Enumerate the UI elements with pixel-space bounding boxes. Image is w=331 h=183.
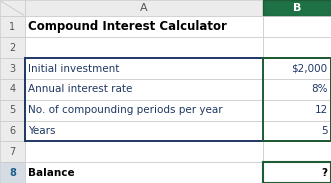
Bar — [0, 121, 25, 141]
Text: No. of compounding periods per year: No. of compounding periods per year — [28, 105, 223, 115]
Bar — [0, 141, 25, 162]
Text: 7: 7 — [9, 147, 16, 157]
Bar — [263, 79, 331, 100]
Text: 4: 4 — [9, 84, 16, 94]
Text: 8: 8 — [9, 168, 16, 178]
Bar — [263, 0, 331, 16]
Bar — [263, 58, 331, 79]
Text: 5: 5 — [321, 126, 328, 136]
Bar — [0, 16, 25, 37]
Text: Balance: Balance — [28, 168, 75, 178]
Text: B: B — [293, 3, 301, 13]
Bar — [263, 37, 331, 58]
Bar — [25, 16, 263, 37]
Text: A: A — [140, 3, 148, 13]
Bar — [263, 162, 331, 183]
Bar — [25, 162, 263, 183]
Bar — [0, 162, 25, 183]
Bar — [0, 100, 25, 121]
Bar — [263, 16, 331, 37]
Bar — [0, 79, 25, 100]
Text: 5: 5 — [9, 105, 16, 115]
Bar — [263, 141, 331, 162]
Bar — [25, 58, 331, 141]
Bar — [25, 58, 263, 79]
Bar — [25, 141, 263, 162]
Text: Years: Years — [28, 126, 56, 136]
Text: 3: 3 — [9, 64, 16, 74]
Text: $2,000: $2,000 — [292, 64, 328, 74]
Bar — [25, 100, 263, 121]
Bar — [25, 0, 263, 16]
Bar — [263, 100, 331, 121]
Bar — [25, 121, 263, 141]
Bar — [0, 0, 25, 16]
Text: Initial investment: Initial investment — [28, 64, 119, 74]
Bar — [25, 37, 263, 58]
Bar — [0, 37, 25, 58]
Text: ?: ? — [322, 168, 328, 178]
Text: 6: 6 — [9, 126, 16, 136]
Text: 12: 12 — [314, 105, 328, 115]
Bar — [263, 121, 331, 141]
Text: 8%: 8% — [311, 84, 328, 94]
Bar — [0, 58, 25, 79]
Text: 2: 2 — [9, 43, 16, 53]
Bar — [25, 79, 263, 100]
Text: 1: 1 — [9, 22, 16, 32]
Text: Compound Interest Calculator: Compound Interest Calculator — [28, 20, 227, 33]
Bar — [263, 58, 331, 141]
Text: Annual interest rate: Annual interest rate — [28, 84, 132, 94]
